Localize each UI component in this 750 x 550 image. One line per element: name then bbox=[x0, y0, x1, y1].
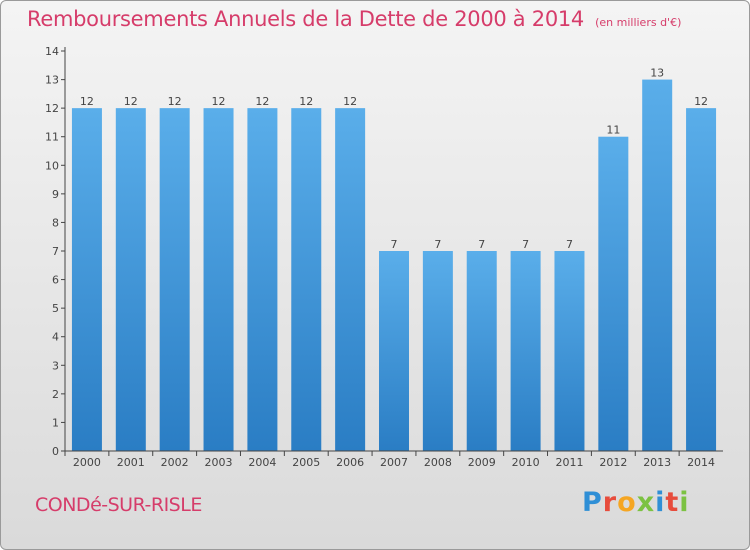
y-tick-label-3: 3 bbox=[52, 359, 59, 372]
y-tick-label-6: 6 bbox=[52, 274, 59, 287]
axes-layer: 2000 2001 2002 2003 2004 2005 2006 2007 2008 2009… bbox=[45, 45, 723, 469]
proxiti-logo[interactable]: Proxiti bbox=[582, 487, 690, 518]
x-tick-label-2008: 2008 bbox=[424, 456, 452, 469]
x-tick-label-2004: 2004 bbox=[248, 456, 276, 469]
y-tick-label-7: 7 bbox=[52, 245, 59, 258]
bar-2008 bbox=[422, 251, 453, 451]
data-label-2000: 12 bbox=[80, 95, 94, 108]
data-label-2010: 7 bbox=[522, 238, 529, 251]
y-tick-label-1: 1 bbox=[52, 416, 59, 429]
data-label-2013: 13 bbox=[650, 67, 664, 80]
y-tick-label-13: 13 bbox=[45, 74, 59, 87]
y-tick-label-11: 11 bbox=[45, 131, 59, 144]
data-label-2007: 7 bbox=[391, 238, 398, 251]
place-name: CONDé-SUR-RISLE bbox=[35, 494, 202, 516]
bar-2012 bbox=[598, 136, 629, 451]
y-tick-label-0: 0 bbox=[52, 445, 59, 458]
bar-2002 bbox=[159, 108, 190, 452]
bar-2013 bbox=[642, 79, 673, 452]
data-label-2012: 11 bbox=[606, 124, 620, 137]
x-tick-label-2012: 2012 bbox=[599, 456, 627, 469]
chart-unit: (en milliers d'€) bbox=[595, 16, 682, 29]
y-tick-label-8: 8 bbox=[52, 216, 59, 229]
y-tick-label-4: 4 bbox=[52, 331, 59, 344]
logo-letter: i bbox=[655, 487, 666, 518]
logo-letter: t bbox=[665, 487, 680, 518]
logo-letter: i bbox=[679, 487, 690, 518]
data-label-2002: 12 bbox=[168, 95, 182, 108]
data-label-2005: 12 bbox=[299, 95, 313, 108]
data-label-2009: 7 bbox=[478, 238, 485, 251]
bar-2005 bbox=[291, 108, 322, 452]
chart-title-block: Remboursements Annuels de la Dette de 20… bbox=[27, 7, 681, 31]
bar-2007 bbox=[379, 251, 409, 451]
bar-2001 bbox=[115, 108, 146, 452]
x-tick-label-2011: 2011 bbox=[555, 456, 583, 469]
x-tick-label-2002: 2002 bbox=[161, 456, 189, 469]
x-tick-label-2014: 2014 bbox=[687, 456, 715, 469]
logo-letter: P bbox=[582, 487, 603, 518]
data-label-2014: 12 bbox=[694, 95, 708, 108]
x-tick-label-2013: 2013 bbox=[643, 456, 671, 469]
logo-letter: x bbox=[636, 487, 656, 518]
chart-title: Remboursements Annuels de la Dette de 20… bbox=[27, 7, 584, 31]
bar-2000 bbox=[71, 108, 102, 452]
x-tick-label-2010: 2010 bbox=[512, 456, 540, 469]
x-tick-label-2000: 2000 bbox=[73, 456, 101, 469]
y-tick-label-2: 2 bbox=[52, 388, 59, 401]
data-label-2006: 12 bbox=[343, 95, 357, 108]
bar-2009 bbox=[466, 251, 497, 451]
bar-2010 bbox=[510, 251, 541, 451]
x-tick-label-2006: 2006 bbox=[336, 456, 364, 469]
data-label-2004: 12 bbox=[255, 95, 269, 108]
y-tick-label-10: 10 bbox=[45, 159, 59, 172]
x-tick-label-2003: 2003 bbox=[205, 456, 233, 469]
x-tick-label-2009: 2009 bbox=[468, 456, 496, 469]
y-tick-label-5: 5 bbox=[52, 302, 59, 315]
y-tick-label-14: 14 bbox=[45, 45, 59, 58]
data-label-2008: 7 bbox=[434, 238, 441, 251]
bars-layer: 12 12 12 12 12 12 12 7 7 7 7 7 11 13 12 bbox=[71, 67, 717, 452]
y-tick-label-9: 9 bbox=[52, 188, 59, 201]
x-tick-label-2005: 2005 bbox=[292, 456, 320, 469]
data-label-2011: 7 bbox=[566, 238, 573, 251]
logo-letter: o bbox=[617, 487, 637, 518]
bar-2014 bbox=[686, 108, 717, 452]
y-tick-label-12: 12 bbox=[45, 102, 59, 115]
data-label-2003: 12 bbox=[212, 95, 226, 108]
bar-2003 bbox=[203, 108, 234, 452]
bar-2006 bbox=[335, 108, 366, 452]
x-tick-label-2007: 2007 bbox=[380, 456, 408, 469]
data-label-2001: 12 bbox=[124, 95, 138, 108]
logo-letter: r bbox=[602, 487, 618, 518]
bar-2011 bbox=[554, 251, 585, 451]
bar-2004 bbox=[247, 108, 278, 452]
x-tick-label-2001: 2001 bbox=[117, 456, 145, 469]
